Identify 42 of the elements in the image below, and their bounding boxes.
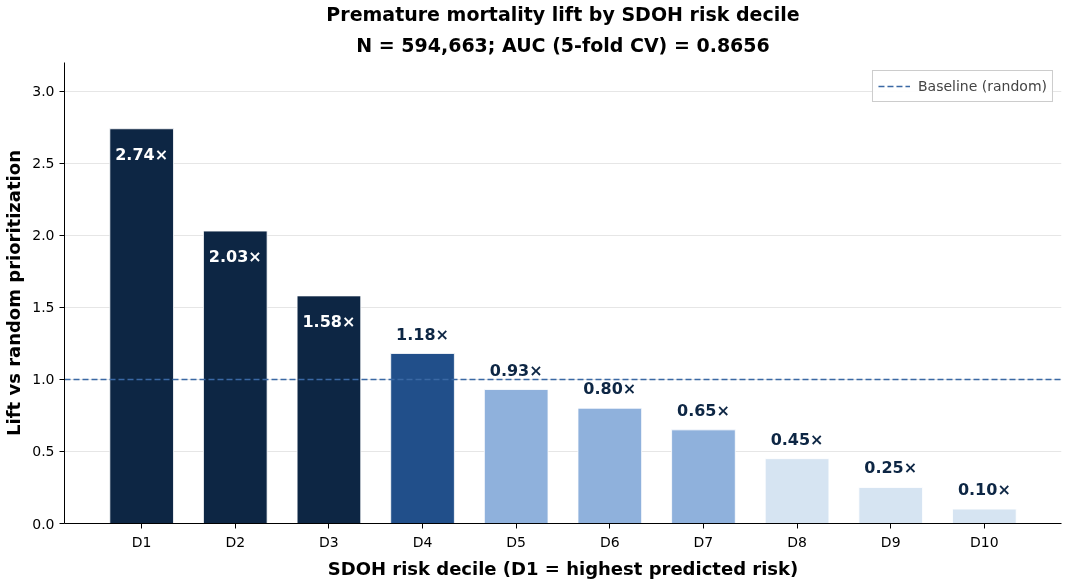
bar (858, 487, 923, 524)
x-tick-label: D8 (787, 533, 807, 550)
y-tick-label: 1.0 (32, 371, 55, 388)
x-tick-label: D6 (599, 533, 620, 550)
bar (483, 389, 549, 524)
bar (203, 230, 268, 524)
bar (764, 458, 830, 524)
x-tick-label: D7 (693, 533, 714, 550)
x-tick-label: D3 (319, 533, 339, 550)
y-tick-label: 1.5 (32, 299, 55, 316)
bar (952, 508, 1017, 524)
x-tick-label: D2 (225, 533, 246, 550)
y-tick-label: 3.0 (32, 83, 55, 100)
bar (390, 353, 455, 524)
x-axis-title: SDOH risk decile (D1 = highest predicted risk) (327, 557, 799, 579)
x-tick-label: D5 (506, 533, 527, 550)
bar (296, 295, 362, 524)
y-tick-label: 2.0 (32, 227, 55, 244)
x-tick-label: D1 (131, 533, 152, 550)
y-tick-label: 0.5 (32, 443, 55, 460)
data-label: 2.74× (115, 144, 169, 164)
x-tick-label: D9 (880, 533, 901, 550)
bar (577, 407, 643, 524)
data-label: 0.45× (770, 429, 824, 449)
data-label: 2.03× (208, 247, 262, 267)
data-label: 0.80× (583, 379, 637, 399)
y-tick-label: 2.5 (32, 155, 55, 172)
legend-label: Baseline (random) (917, 78, 1047, 94)
bar (671, 429, 736, 524)
data-label: 0.25× (864, 458, 918, 478)
data-label: 0.10× (957, 480, 1011, 500)
bar (109, 128, 174, 524)
data-label: 0.93× (489, 360, 543, 380)
data-label: 1.58× (302, 311, 356, 331)
data-label: 1.18× (396, 324, 449, 344)
chart-subtitle: N = 594,663; AUC (5-fold CV) = 0.8656 (356, 33, 770, 56)
data-label: 0.65× (677, 400, 730, 420)
x-tick-label: D4 (412, 533, 433, 550)
y-tick-label: 0.0 (32, 515, 55, 532)
x-tick-label: D10 (970, 533, 999, 550)
y-axis-title: Lift vs random prioritization (3, 150, 25, 436)
chart-title: Premature mortality lift by SDOH risk decile (326, 2, 800, 25)
